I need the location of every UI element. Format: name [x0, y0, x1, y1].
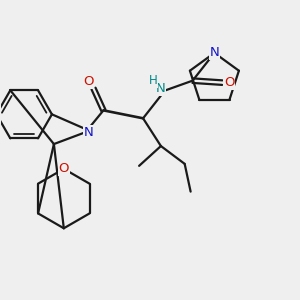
Text: N: N	[84, 126, 93, 139]
Text: N: N	[156, 82, 166, 95]
Text: N: N	[209, 46, 219, 59]
Text: O: O	[83, 75, 94, 88]
Text: O: O	[58, 162, 69, 175]
Text: H: H	[148, 74, 157, 87]
Text: O: O	[224, 76, 235, 89]
